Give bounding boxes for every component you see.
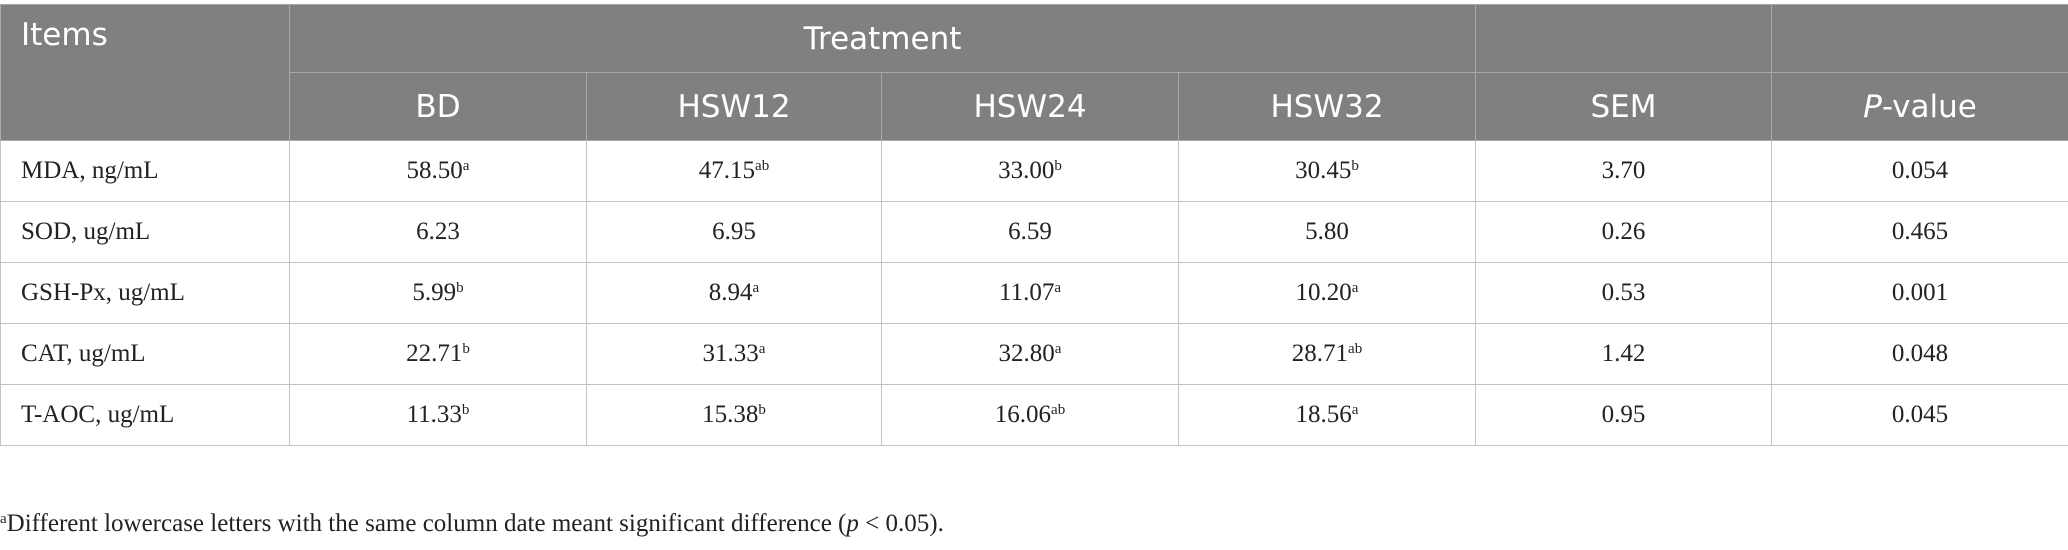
table-cell: 10.20a (1178, 262, 1476, 324)
header-cell: BD (289, 72, 587, 141)
cell-superscript: ab (1051, 402, 1066, 418)
table-cell: 0.26 (1475, 201, 1772, 263)
table-cell: 0.95 (1475, 384, 1772, 446)
table-cell: 47.15ab (586, 140, 882, 202)
cell-value: 32.80 (998, 340, 1055, 367)
table-cell: 3.70 (1475, 140, 1772, 202)
row-label: CAT, ug/mL (0, 323, 290, 385)
header-italic: P (1863, 88, 1882, 125)
header-cell: SEM (1475, 72, 1772, 141)
table-row: CAT, ug/mL 22.71b 31.33a 32.80a 28.71ab 1.42 0… (0, 323, 2068, 385)
header-cell: HSW12 (586, 72, 882, 141)
cell-value: 8.94 (708, 279, 753, 306)
row-label: MDA, ng/mL (0, 140, 290, 202)
cell-superscript: ab (755, 158, 770, 174)
table-cell: 11.33b (289, 384, 587, 446)
table-cell: 0.045 (1771, 384, 2068, 446)
table-cell: 18.56a (1178, 384, 1476, 446)
cell-superscript: b (1054, 158, 1062, 174)
row-label: T-AOC, ug/mL (0, 384, 290, 446)
table-cell: 5.99b (289, 262, 587, 324)
table-cell: 28.71ab (1178, 323, 1476, 385)
cell-superscript: b (461, 402, 470, 418)
cell-superscript: b (456, 280, 464, 296)
cell-value: 58.50 (406, 157, 463, 184)
header-cell: P-value (1771, 72, 2068, 141)
cell-superscript: a (1054, 280, 1061, 296)
table-header: Items Treatment BD HSW12 HSW24 HSW32 SEM P-valu… (0, 4, 2068, 141)
footnote-text: Different lowercase letters with the sam… (6, 510, 847, 537)
footnote-text: < 0.05). (858, 510, 944, 537)
cell-value: 6.95 (712, 218, 756, 245)
cell-value: 6.59 (1008, 218, 1052, 245)
cell-value: 31.33 (702, 340, 759, 367)
table-row: SOD, ug/mL 6.23 6.95 6.59 5.80 0.26 0.465 (0, 201, 2068, 263)
footnote-mark: a (0, 511, 7, 527)
cell-superscript: a (462, 158, 470, 174)
table-cell: 6.95 (586, 201, 882, 263)
table-cell: 32.80a (881, 323, 1179, 385)
cell-value: 30.45 (1295, 157, 1352, 184)
cell-value: 5.99 (412, 279, 457, 306)
cell-superscript: b (462, 341, 470, 357)
table-cell: 1.42 (1475, 323, 1772, 385)
table-cell: 0.048 (1771, 323, 2068, 385)
cell-value: 22.71 (406, 340, 463, 367)
cell-value: 47.15 (698, 157, 756, 184)
cell-superscript: b (758, 402, 766, 418)
table-cell: 22.71b (289, 323, 587, 385)
footnote: aDifferent lowercase letters with the sa… (0, 510, 944, 538)
table-cell: 58.50a (289, 140, 587, 202)
cell-value: 28.71 (1291, 340, 1349, 367)
table-row: GSH-Px, ug/mL 5.99b 8.94a 11.07a 10.20a 0.53 0… (0, 262, 2068, 324)
cell-value: 16.06 (994, 401, 1052, 428)
header-cell (1771, 4, 2068, 73)
header-cell (1475, 4, 1772, 73)
cell-value: 15.38 (702, 401, 759, 428)
row-label: SOD, ug/mL (0, 201, 290, 263)
table-cell: 0.53 (1475, 262, 1772, 324)
table-body: MDA, ng/mL 58.50a 47.15ab 33.00b 30.45b 3.70 0… (0, 140, 2068, 446)
cell-value: 5.80 (1305, 218, 1349, 245)
cell-value: 11.07 (999, 279, 1055, 306)
table-cell: 6.59 (881, 201, 1179, 263)
row-label: GSH-Px, ug/mL (0, 262, 290, 324)
cell-superscript: a (758, 341, 766, 357)
table-cell: 33.00b (881, 140, 1179, 202)
table-cell: 16.06ab (881, 384, 1179, 446)
table-row: T-AOC, ug/mL 11.33b 15.38b 16.06ab 18.56a 0.9… (0, 384, 2068, 446)
header-text: -value (1881, 88, 1977, 125)
cell-superscript: a (1054, 341, 1062, 357)
cell-value: 6.23 (416, 218, 460, 245)
table-cell: 30.45b (1178, 140, 1476, 202)
header-cell: Items (0, 4, 290, 141)
cell-superscript: a (1351, 402, 1359, 418)
header-row: BD HSW12 HSW24 HSW32 SEM P-value (1, 72, 2068, 141)
table-cell: 8.94a (586, 262, 882, 324)
table-row: MDA, ng/mL 58.50a 47.15ab 33.00b 30.45b 3.70 0… (0, 140, 2068, 202)
header-cell: HSW24 (881, 72, 1179, 141)
table-cell: 6.23 (289, 201, 587, 263)
table-cell: 0.001 (1771, 262, 2068, 324)
table-cell: 15.38b (586, 384, 882, 446)
table-cell: 0.465 (1771, 201, 2068, 263)
cell-superscript: a (752, 280, 760, 296)
header-cell: HSW32 (1178, 72, 1476, 141)
cell-superscript: a (1351, 280, 1359, 296)
header-row: Items Treatment (0, 4, 2068, 141)
data-table: Items Treatment BD HSW12 HSW24 HSW32 SEM P-valu… (0, 4, 2068, 446)
cell-value: 33.00 (998, 157, 1055, 184)
cell-value: 18.56 (1295, 401, 1352, 428)
table-cell: 11.07a (881, 262, 1179, 324)
table-cell: 31.33a (586, 323, 882, 385)
table-cell: 0.054 (1771, 140, 2068, 202)
cell-value: 11.33 (406, 401, 462, 428)
table-cell: 5.80 (1178, 201, 1476, 263)
cell-superscript: b (1351, 158, 1359, 174)
cell-value: 10.20 (1295, 279, 1352, 306)
footnote-italic: p (846, 510, 859, 537)
header-cell: Treatment (289, 4, 1476, 73)
cell-superscript: ab (1348, 341, 1363, 357)
